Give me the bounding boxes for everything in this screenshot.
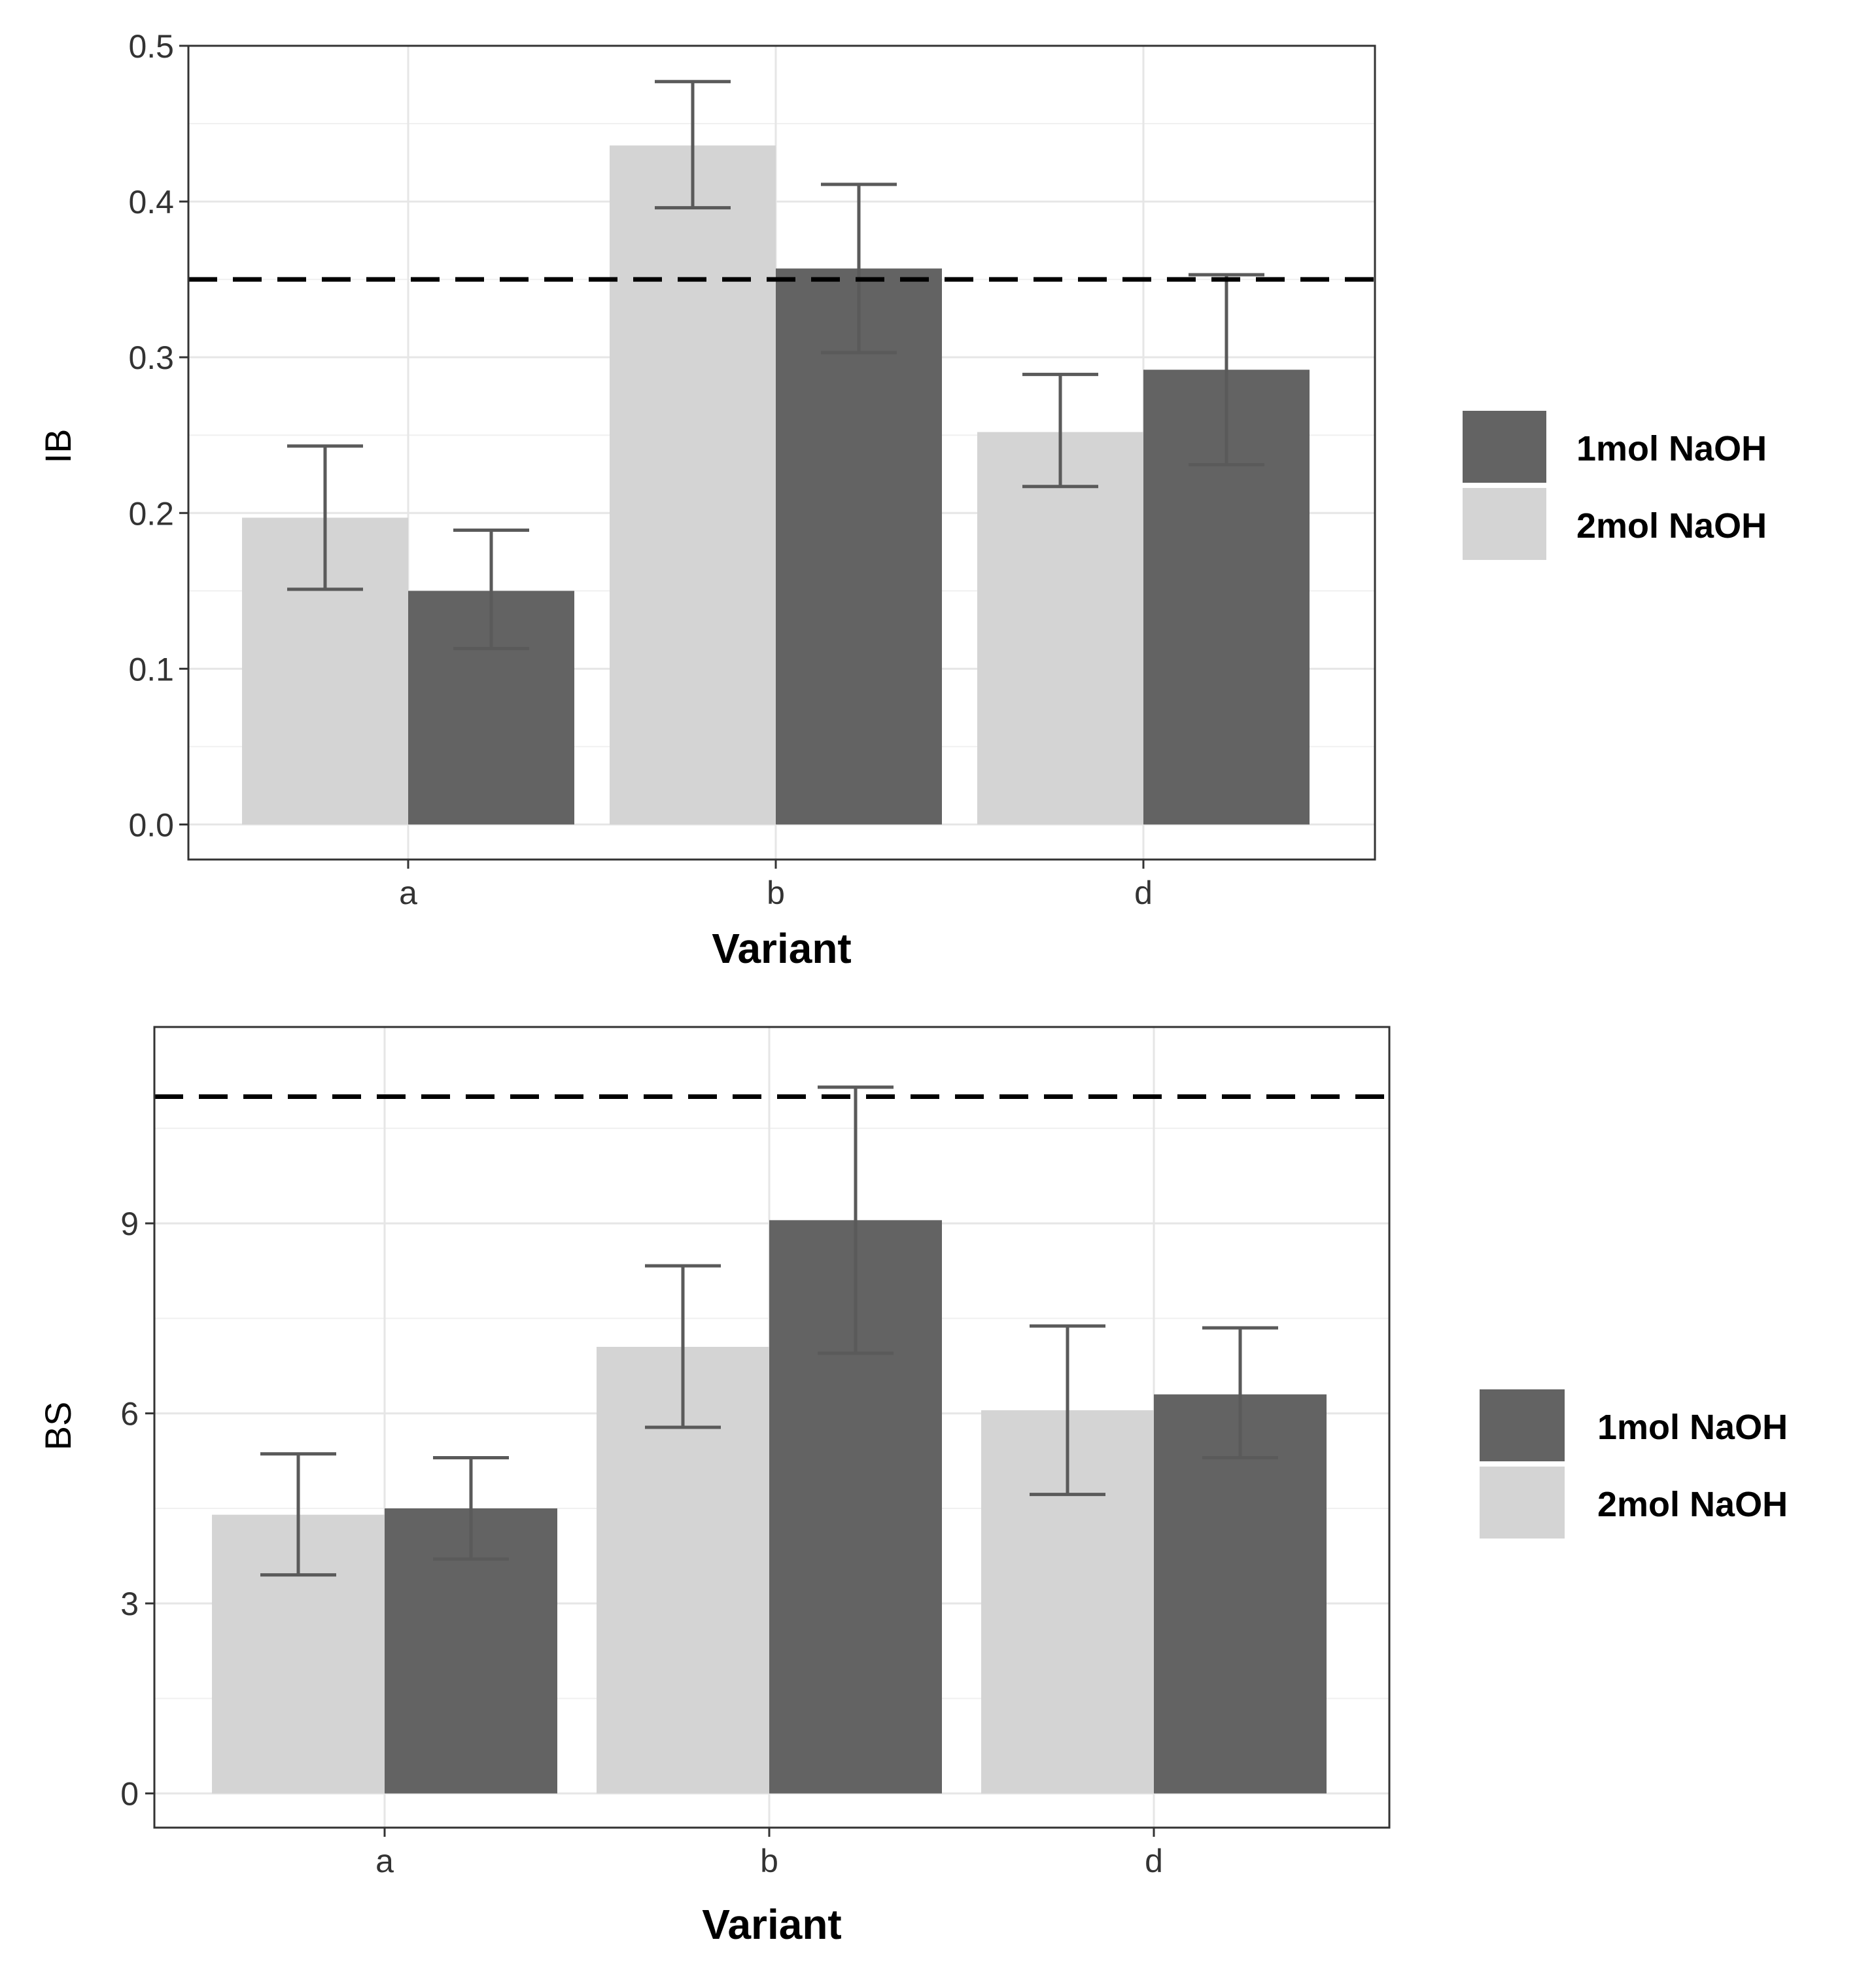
ib-x-axis-title: Variant	[712, 925, 851, 972]
bs-error-bars	[260, 1085, 1278, 1577]
bs-y-tick-label: 0	[120, 1776, 139, 1813]
bs-legend: 1mol NaOH 2mol NaOH	[1480, 1389, 1788, 1539]
bs-y-axis-title: BS	[37, 1402, 78, 1451]
ib-y-ticks: 0.0 0.1 0.2 0.3 0.4 0.5	[128, 28, 188, 843]
bs-legend-key-1mol	[1480, 1389, 1565, 1461]
ib-y-tick-label: 0.0	[128, 807, 174, 843]
bs-error-bar-2mol-b	[645, 1264, 721, 1429]
ib-error-bar-1mol-d	[1189, 273, 1264, 466]
bs-error-bar-2mol-d	[1030, 1324, 1105, 1497]
ib-y-tick-label: 0.3	[128, 339, 174, 376]
bs-y-tick-label: 3	[120, 1586, 139, 1622]
bs-y-tick-label: 6	[120, 1396, 139, 1433]
ib-legend-label-1mol: 1mol NaOH	[1576, 429, 1767, 468]
bs-error-bar-1mol-d	[1202, 1326, 1278, 1459]
ib-y-tick-label: 0.1	[128, 651, 174, 687]
ib-error-bar-1mol-a	[453, 528, 529, 650]
bs-plot-border	[153, 1026, 1391, 1829]
ib-error-bar-2mol-d	[1022, 372, 1098, 489]
ib-y-axis-title: IB	[37, 429, 78, 464]
ib-y-tick-label: 0.2	[128, 495, 174, 532]
ib-bars	[242, 145, 1310, 825]
ib-x-tick-label: b	[767, 875, 785, 911]
ib-error-bar-2mol-a	[287, 444, 363, 591]
bs-bar-1mol-d	[1154, 1394, 1327, 1794]
ib-legend-key-1mol	[1463, 411, 1546, 483]
bs-error-bar-1mol-a	[433, 1455, 509, 1561]
bs-legend-label-1mol: 1mol NaOH	[1597, 1408, 1788, 1447]
ib-legend-label-2mol: 2mol NaOH	[1576, 506, 1767, 546]
ib-x-tick-label: d	[1134, 875, 1153, 911]
bs-x-axis-title: Variant	[702, 1901, 841, 1948]
bs-x-tick-label: a	[375, 1843, 394, 1879]
bs-bars	[212, 1220, 1327, 1794]
bs-chart: 0 3 6 9 a b d Variant BS 1mol NaOH 2mol NaOH	[37, 1026, 1788, 1948]
ib-y-tick-label: 0.5	[128, 28, 174, 65]
bs-error-bar-2mol-a	[260, 1452, 336, 1577]
ib-chart: 0.0 0.1 0.2 0.3 0.4 0.5 a b d Variant IB 1mol N…	[37, 28, 1767, 972]
ib-legend: 1mol NaOH 2mol NaOH	[1463, 411, 1767, 560]
ib-error-bar-2mol-b	[655, 80, 731, 210]
ib-bar-2mol-b	[610, 145, 776, 825]
ib-bar-1mol-b	[776, 268, 942, 825]
ib-legend-key-2mol	[1463, 488, 1546, 560]
ib-y-tick-label: 0.4	[128, 184, 174, 220]
bs-legend-label-2mol: 2mol NaOH	[1597, 1485, 1788, 1524]
ib-bar-2mol-d	[977, 432, 1143, 825]
ib-plot-border	[187, 44, 1376, 861]
bs-legend-key-2mol	[1480, 1467, 1565, 1539]
bs-y-ticks: 0 3 6 9	[120, 1206, 154, 1813]
bs-y-tick-label: 9	[120, 1206, 139, 1242]
ib-x-tick-label: a	[399, 875, 417, 911]
bs-error-bar-1mol-b	[818, 1085, 894, 1355]
bs-x-tick-label: d	[1145, 1843, 1163, 1879]
bs-x-tick-label: b	[760, 1843, 778, 1879]
ib-error-bars	[287, 80, 1264, 650]
ib-error-bar-1mol-b	[821, 183, 897, 355]
